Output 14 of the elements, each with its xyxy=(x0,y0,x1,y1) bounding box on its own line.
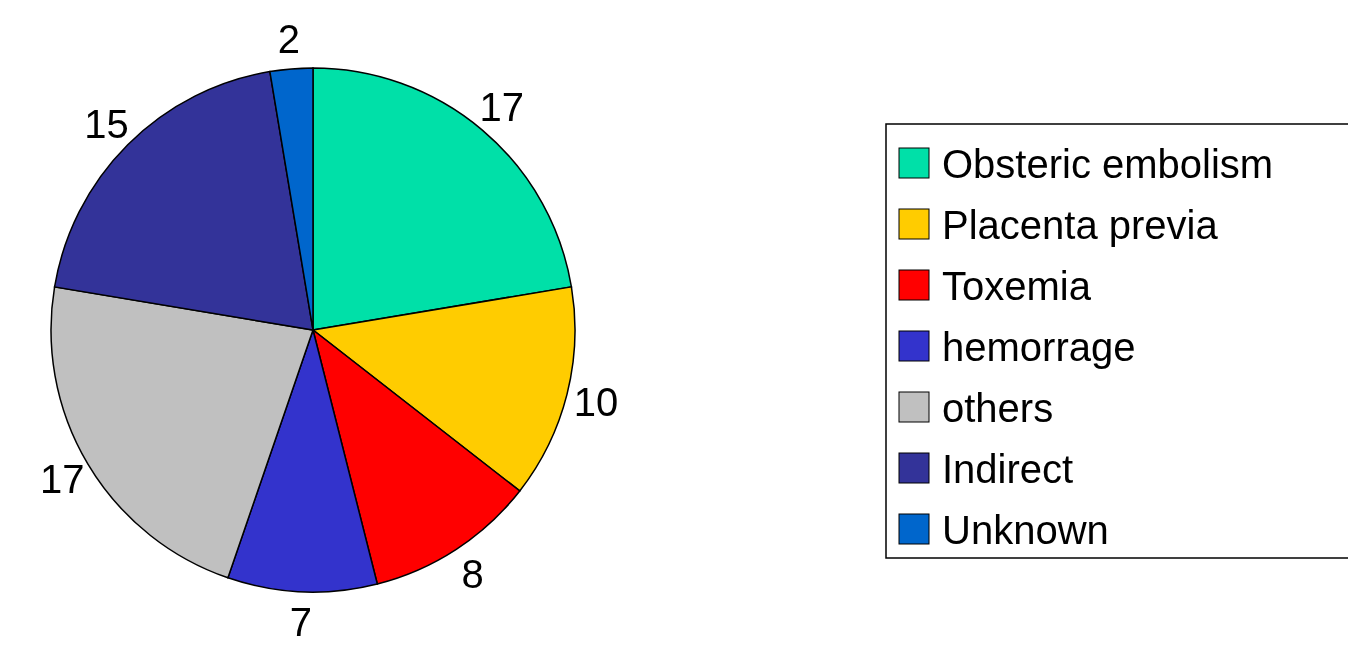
data-label: 15 xyxy=(84,101,129,146)
data-label: 8 xyxy=(461,552,484,597)
legend-label: Indirect xyxy=(942,447,1074,491)
data-label: 10 xyxy=(573,379,619,424)
data-label: 2 xyxy=(277,17,301,61)
data-label: 7 xyxy=(289,599,313,644)
legend-label: Toxemia xyxy=(942,264,1092,308)
data-label: 17 xyxy=(479,85,524,130)
legend-label: Unknown xyxy=(942,508,1109,552)
legend-label: Placenta previa xyxy=(942,203,1219,247)
legend-label: others xyxy=(942,386,1054,430)
data-label: 17 xyxy=(39,457,85,502)
legend-label: Obsteric embolism xyxy=(942,142,1274,186)
legend-label: hemorrage xyxy=(942,325,1136,369)
